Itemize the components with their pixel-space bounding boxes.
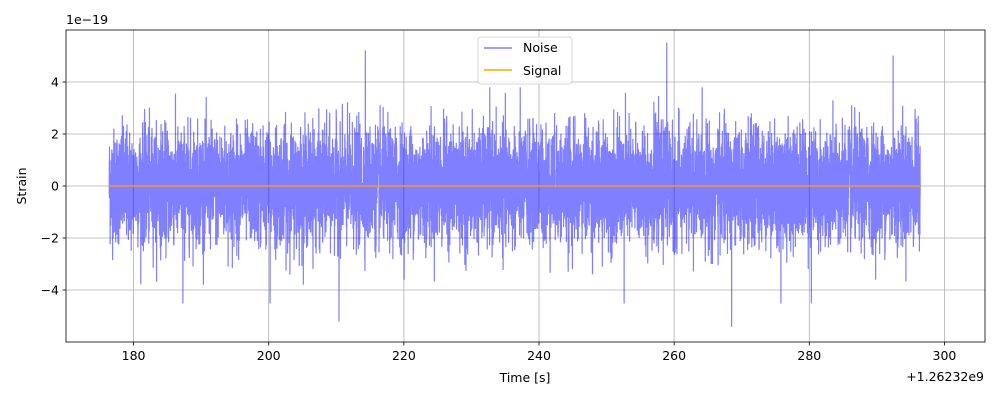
x-tick-label: 180 xyxy=(122,348,146,363)
x-tick-label: 200 xyxy=(257,348,281,363)
y-scale-label: 1e−19 xyxy=(66,12,108,27)
x-tick-label: 300 xyxy=(933,348,957,363)
axis-ticks: 180 200 220 240 260 280 300 −4 −2 0 2 4 xyxy=(41,75,957,364)
legend-signal-label: Signal xyxy=(523,63,561,78)
legend: Noise Signal xyxy=(477,36,573,85)
x-tick-label: 260 xyxy=(662,348,686,363)
noise-line xyxy=(108,42,921,327)
y-tick-label: 4 xyxy=(51,75,59,90)
x-offset-label: +1.26232e9 xyxy=(906,369,984,384)
noise-series xyxy=(108,42,921,327)
y-tick-label: 0 xyxy=(51,179,59,194)
y-tick-label: 2 xyxy=(51,127,59,142)
y-tick-label: −4 xyxy=(41,283,59,298)
y-axis-label: Strain xyxy=(14,167,29,204)
legend-noise-label: Noise xyxy=(523,40,558,55)
x-axis-label: Time [s] xyxy=(499,370,551,385)
y-tick-label: −2 xyxy=(41,231,59,246)
x-tick-label: 220 xyxy=(392,348,416,363)
x-tick-label: 280 xyxy=(797,348,821,363)
x-tick-label: 240 xyxy=(527,348,551,363)
